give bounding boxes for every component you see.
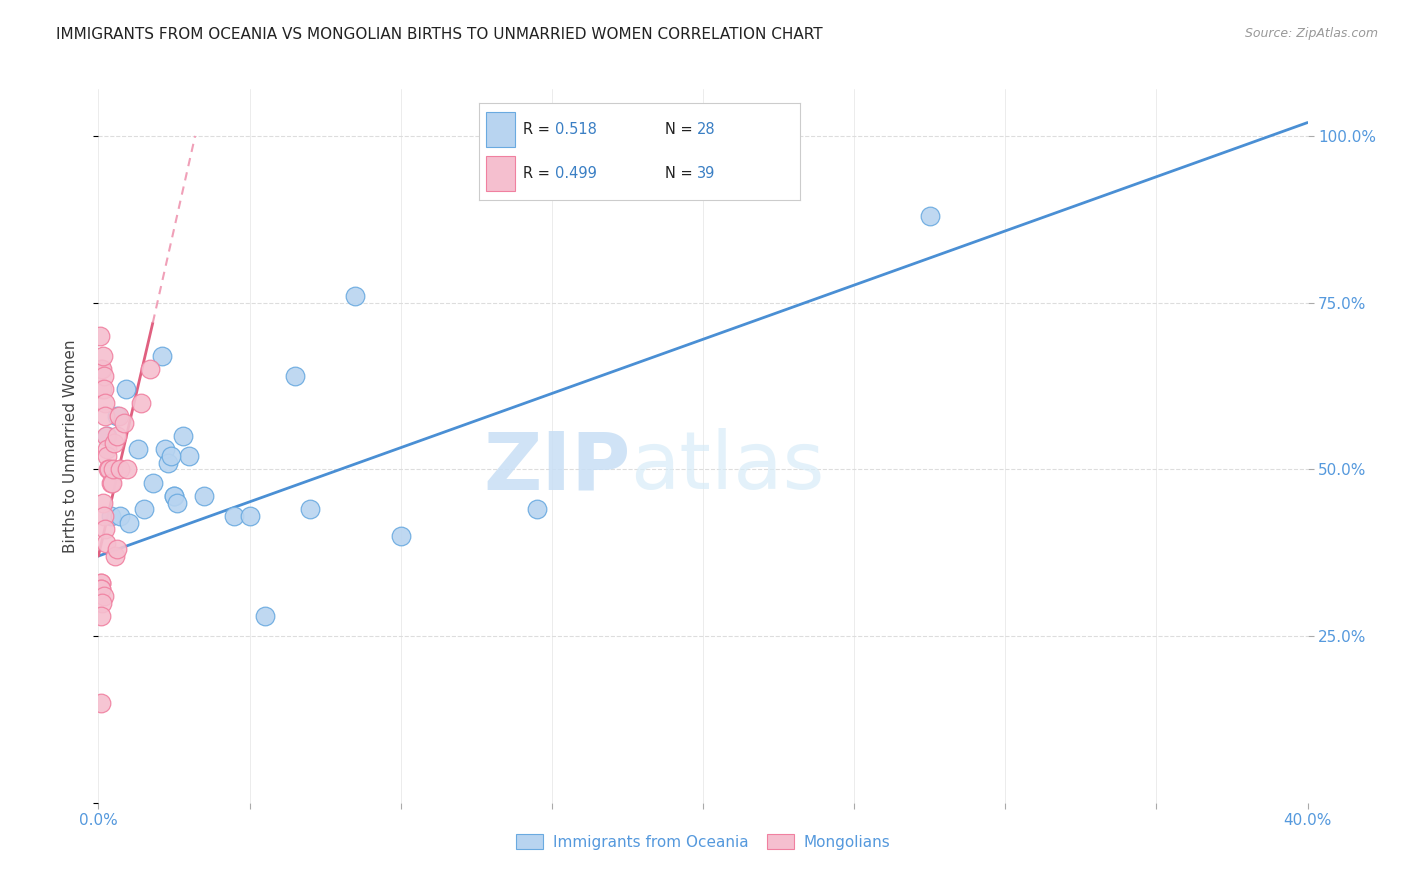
Point xyxy=(90,362,112,376)
Point xyxy=(94,429,117,443)
Point xyxy=(93,589,115,603)
Point xyxy=(100,509,122,524)
Point xyxy=(160,449,183,463)
Point xyxy=(139,362,162,376)
Point xyxy=(93,509,115,524)
Point xyxy=(129,395,152,409)
Point xyxy=(108,462,131,476)
Point xyxy=(94,409,117,423)
Y-axis label: Births to Unmarried Women: Births to Unmarried Women xyxy=(63,339,77,553)
Point xyxy=(90,609,112,624)
Text: IMMIGRANTS FROM OCEANIA VS MONGOLIAN BIRTHS TO UNMARRIED WOMEN CORRELATION CHART: IMMIGRANTS FROM OCEANIA VS MONGOLIAN BIR… xyxy=(56,27,823,42)
Point xyxy=(105,429,128,443)
Point xyxy=(94,535,117,549)
Point xyxy=(114,382,136,396)
Point xyxy=(104,549,127,563)
Point xyxy=(132,502,155,516)
Point xyxy=(101,475,124,490)
Point xyxy=(156,456,179,470)
Point xyxy=(153,442,176,457)
Point xyxy=(239,509,262,524)
Point xyxy=(163,489,186,503)
Point xyxy=(90,696,112,710)
Point xyxy=(91,596,114,610)
Point xyxy=(93,382,115,396)
Point xyxy=(91,382,114,396)
Point xyxy=(224,509,246,524)
Point xyxy=(100,475,122,490)
Text: ZIP: ZIP xyxy=(484,428,630,507)
Point xyxy=(101,462,124,476)
Point xyxy=(91,496,114,510)
Point xyxy=(142,475,165,490)
Point xyxy=(179,449,201,463)
Point xyxy=(89,329,111,343)
Point xyxy=(166,496,188,510)
Point xyxy=(163,489,186,503)
Point xyxy=(389,529,412,543)
Point xyxy=(193,489,215,503)
Point xyxy=(94,395,117,409)
Point xyxy=(98,462,121,476)
Point xyxy=(90,575,112,590)
Point xyxy=(94,522,117,536)
Point xyxy=(96,442,118,457)
Point xyxy=(115,462,138,476)
Point xyxy=(105,409,128,423)
Text: atlas: atlas xyxy=(630,428,825,507)
Point xyxy=(127,442,149,457)
Point xyxy=(526,502,548,516)
Point xyxy=(103,435,125,450)
Point xyxy=(90,582,112,597)
Point xyxy=(284,368,307,383)
Point xyxy=(96,449,118,463)
Point xyxy=(91,362,114,376)
Text: Source: ZipAtlas.com: Source: ZipAtlas.com xyxy=(1244,27,1378,40)
Point xyxy=(299,502,322,516)
Point xyxy=(118,516,141,530)
Point xyxy=(96,429,118,443)
Point xyxy=(97,462,120,476)
Point xyxy=(108,409,131,423)
Point xyxy=(90,575,112,590)
Point xyxy=(172,429,194,443)
Point xyxy=(93,368,115,383)
Point xyxy=(344,289,367,303)
Point xyxy=(918,209,941,223)
Point xyxy=(108,509,131,524)
Point xyxy=(105,542,128,557)
Point xyxy=(112,416,135,430)
Point xyxy=(90,582,112,597)
Point xyxy=(150,349,173,363)
Legend: Immigrants from Oceania, Mongolians: Immigrants from Oceania, Mongolians xyxy=(510,828,896,855)
Point xyxy=(253,609,276,624)
Point xyxy=(91,349,114,363)
